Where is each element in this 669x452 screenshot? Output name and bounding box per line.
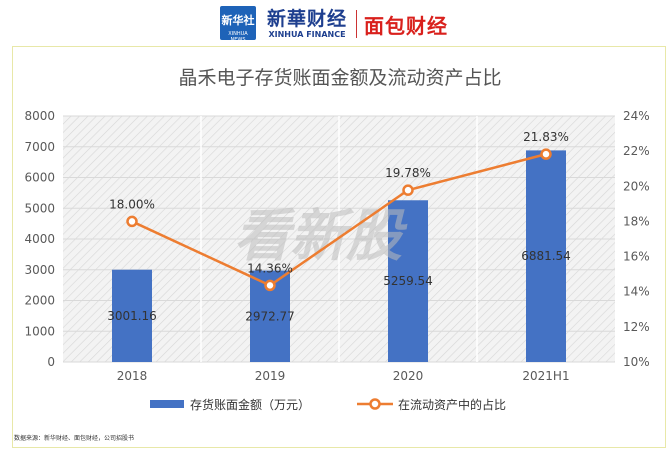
bar-data-label: 3001.16: [107, 309, 157, 323]
x-tick-label: 2019: [255, 369, 286, 383]
left-tick-label: 8000: [24, 109, 55, 123]
legend-label-bar: 存货账面金额（万元）: [190, 397, 310, 412]
left-axis-ticks: 0 1000 2000 3000 4000 5000 6000 7000 8000: [24, 109, 55, 369]
legend-label-line: 在流动资产中的占比: [398, 397, 506, 412]
left-tick-label: 5000: [24, 201, 55, 215]
left-tick-label: 1000: [24, 324, 55, 338]
line-point: [264, 279, 276, 292]
bar-data-label: 2972.77: [245, 309, 295, 323]
brand-separator: [356, 10, 357, 38]
right-tick-label: 16%: [623, 250, 650, 264]
left-tick-label: 2000: [24, 294, 55, 308]
chart-title: 晶禾电子存货账面金额及流动资产占比: [178, 67, 501, 89]
left-tick-label: 6000: [24, 171, 55, 185]
line-point: [126, 215, 138, 228]
left-tick-label: 0: [47, 355, 55, 369]
grid: [63, 115, 615, 363]
series-line: [131, 152, 547, 287]
bar-data-label: 6881.54: [521, 249, 571, 263]
xinhua-finance-brand: 新華财经 XINHUA FINANCE: [262, 4, 352, 39]
header: 新华社 XINHUA NEWS 新華财经 XINHUA FINANCE 面包财经: [0, 0, 669, 46]
bar-labels: 3001.16 2972.77 5259.54 6881.54: [107, 249, 571, 323]
line-series: 18.00% 14.36% 19.78% 21.83%: [109, 130, 569, 292]
line-point: [540, 148, 552, 160]
x-tick-label: 2021H1: [522, 369, 569, 383]
source-note: 数据来源：新华财经、面包财经，公司招股书: [14, 435, 135, 442]
bar-data-label: 5259.54: [383, 274, 433, 288]
left-tick-label: 4000: [24, 232, 55, 246]
xinhua-logo: 新华社 XINHUA NEWS: [220, 6, 256, 40]
right-tick-label: 20%: [623, 179, 650, 193]
right-tick-label: 14%: [623, 285, 650, 299]
legend: 存货账面金额（万元） 在流动资产中的占比: [150, 397, 506, 412]
right-tick-label: 18%: [623, 214, 650, 228]
x-axis-ticks: 2018 2019 2020 2021H1: [117, 369, 570, 383]
bar: [388, 200, 428, 362]
watermark: 看新股: [234, 204, 408, 269]
line-data-label: 18.00%: [109, 197, 155, 211]
bar: [112, 269, 152, 362]
logo-sub: XINHUA NEWS: [228, 31, 248, 40]
right-tick-label: 12%: [623, 320, 650, 334]
line-point: [402, 184, 414, 196]
brand-en: XINHUA FINANCE: [268, 30, 346, 39]
x-tick-label: 2018: [117, 369, 148, 383]
line-data-label: 14.36%: [247, 261, 293, 275]
right-tick-label: 10%: [623, 355, 650, 369]
x-tick-label: 2020: [393, 369, 424, 383]
logo-text: 新华社: [221, 14, 255, 27]
legend-marker: [369, 398, 381, 410]
left-tick-label: 7000: [24, 140, 55, 154]
bar: [526, 150, 566, 362]
left-tick-label: 3000: [24, 263, 55, 277]
legend-swatch-bar: [150, 400, 184, 408]
line-data-label: 19.78%: [385, 166, 431, 180]
line-data-label: 21.83%: [523, 130, 569, 144]
brand-cn: 新華财经: [266, 8, 347, 30]
mianbao-brand: 面包财经: [364, 14, 448, 38]
right-tick-label: 22%: [623, 144, 650, 158]
bars: [112, 150, 566, 362]
right-tick-label: 24%: [623, 109, 650, 123]
right-axis-ticks: 10% 12% 14% 16% 18% 20% 22% 24%: [623, 109, 650, 369]
